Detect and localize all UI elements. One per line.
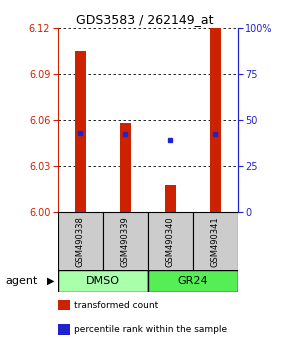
Bar xyxy=(58,270,148,292)
Bar xyxy=(165,185,176,212)
Text: DMSO: DMSO xyxy=(86,276,120,286)
Text: percentile rank within the sample: percentile rank within the sample xyxy=(74,325,227,334)
Bar xyxy=(75,51,86,212)
Bar xyxy=(58,212,103,271)
Text: agent: agent xyxy=(6,276,38,286)
Bar xyxy=(148,270,238,292)
Bar xyxy=(120,124,131,212)
Bar xyxy=(210,28,221,212)
Text: GDS3583 / 262149_at: GDS3583 / 262149_at xyxy=(76,13,214,26)
Bar xyxy=(193,212,238,271)
Text: transformed count: transformed count xyxy=(74,301,158,310)
Text: GSM490339: GSM490339 xyxy=(121,216,130,267)
Text: GSM490340: GSM490340 xyxy=(166,216,175,267)
Text: GSM490338: GSM490338 xyxy=(76,216,85,267)
Text: GSM490341: GSM490341 xyxy=(211,216,220,267)
Bar xyxy=(103,212,148,271)
Text: GR24: GR24 xyxy=(177,276,208,286)
Text: ▶: ▶ xyxy=(47,276,55,286)
Bar xyxy=(148,212,193,271)
